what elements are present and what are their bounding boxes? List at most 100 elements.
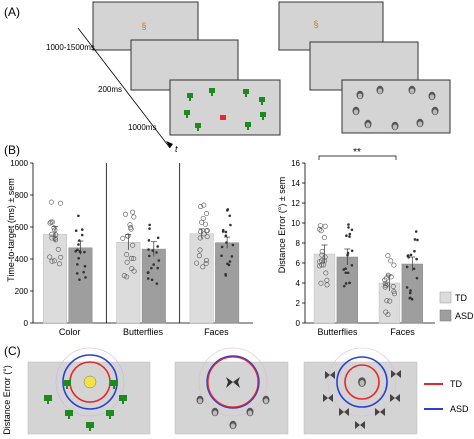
y-tick-label: 14 bbox=[291, 179, 300, 188]
data-point bbox=[324, 277, 330, 283]
data-point bbox=[47, 220, 53, 226]
butterfly-stimulus-icon bbox=[375, 408, 380, 416]
data-point bbox=[317, 223, 323, 229]
data-point bbox=[128, 225, 134, 231]
data-point bbox=[80, 233, 84, 237]
data-point bbox=[391, 291, 397, 297]
face-icon-inner bbox=[377, 88, 383, 94]
data-point bbox=[49, 258, 55, 264]
data-point bbox=[345, 234, 348, 237]
data-point bbox=[384, 275, 390, 281]
legend-asd-label: ASD bbox=[455, 311, 474, 321]
data-point bbox=[204, 234, 210, 240]
data-point bbox=[204, 228, 210, 234]
data-point bbox=[200, 264, 206, 270]
data-point bbox=[155, 282, 159, 285]
y-tick-label: 10 bbox=[291, 219, 300, 228]
y-tick-label: 2 bbox=[296, 299, 301, 308]
face-icon-inner bbox=[365, 122, 371, 128]
butterfly-stimulus-icon bbox=[325, 371, 330, 379]
time-to-target-chart: 0 200 400 600 800 1000 Color Butterflies Faces bbox=[10, 159, 253, 337]
panel-a-label: (A) bbox=[4, 5, 20, 19]
data-point bbox=[350, 249, 354, 253]
data-point bbox=[52, 227, 58, 233]
target-highlight bbox=[83, 375, 97, 389]
green-stimulus-icon-stem bbox=[89, 428, 91, 431]
color-stimulus-icons bbox=[44, 380, 127, 431]
data-point bbox=[321, 235, 327, 241]
data-point bbox=[347, 226, 350, 229]
data-point bbox=[322, 258, 328, 264]
data-point bbox=[197, 235, 203, 241]
faces-ring-td bbox=[344, 364, 380, 400]
data-point bbox=[350, 228, 354, 232]
data-point bbox=[58, 200, 64, 206]
face-icon-inner bbox=[357, 93, 363, 99]
y-tick-label: 6 bbox=[296, 259, 301, 268]
data-point bbox=[220, 245, 224, 249]
data-point bbox=[148, 227, 151, 230]
data-point bbox=[147, 248, 150, 251]
data-point bbox=[413, 238, 417, 241]
data-point bbox=[384, 298, 390, 304]
data-point bbox=[146, 277, 150, 280]
butterfly-stimulus-icon bbox=[344, 408, 349, 416]
category-label: Color bbox=[59, 327, 81, 337]
data-point bbox=[348, 235, 351, 238]
data-point bbox=[146, 271, 150, 274]
panel-c-ylabel: Distance Error (°) bbox=[2, 365, 12, 435]
data-point bbox=[228, 260, 232, 263]
data-point bbox=[147, 254, 151, 258]
data-point bbox=[382, 281, 388, 287]
face-target-icon-inner bbox=[359, 380, 365, 386]
data-point bbox=[203, 260, 209, 266]
data-point bbox=[318, 280, 324, 286]
data-point bbox=[123, 211, 129, 217]
green-stimulus-icon bbox=[63, 380, 71, 386]
faces-ring-outer bbox=[327, 347, 397, 417]
legend-td-swatch bbox=[439, 291, 452, 304]
data-point bbox=[47, 254, 53, 260]
data-point bbox=[201, 231, 207, 237]
data-point bbox=[387, 298, 393, 304]
butterfly-ring-asd bbox=[206, 355, 260, 409]
green-distractor-icon-stem bbox=[261, 102, 263, 105]
data-point bbox=[416, 238, 419, 242]
data-point bbox=[344, 267, 347, 271]
y-tick-label: 200 bbox=[15, 287, 29, 296]
data-point bbox=[82, 270, 85, 274]
data-point bbox=[230, 255, 234, 258]
data-point bbox=[49, 235, 55, 241]
y-tick-label: 16 bbox=[291, 159, 300, 168]
panel-c-legend: TD ASD bbox=[424, 379, 469, 414]
error-ring-outer bbox=[55, 347, 125, 417]
green-distractor-icon-stem bbox=[189, 98, 191, 101]
bar-asd-butterflies bbox=[336, 256, 358, 324]
data-point bbox=[84, 276, 87, 279]
data-point bbox=[131, 214, 137, 220]
data-point bbox=[323, 270, 329, 276]
butterfly-stimulus-icon bbox=[390, 394, 395, 402]
bar-td-faces bbox=[189, 233, 214, 324]
time-axis-label: t bbox=[175, 144, 178, 154]
legend-td-label: TD bbox=[455, 293, 467, 303]
data-point bbox=[51, 258, 57, 264]
butterfly-stimulus-icon bbox=[391, 370, 396, 378]
category-label: Faces bbox=[390, 327, 415, 337]
bar-asd-faces bbox=[401, 263, 423, 324]
data-point bbox=[151, 249, 155, 252]
data-point bbox=[77, 256, 81, 260]
time-arrow-head bbox=[166, 141, 173, 148]
data-point bbox=[74, 249, 77, 253]
data-point bbox=[342, 284, 346, 288]
butterfly-stimulus-icons bbox=[196, 377, 270, 430]
data-point bbox=[347, 223, 350, 226]
y-tick-label: 0 bbox=[296, 319, 301, 328]
data-point bbox=[319, 262, 325, 268]
butterfly-stimulus-icon bbox=[380, 408, 385, 416]
data-point bbox=[388, 274, 394, 280]
green-distractor-icons bbox=[184, 88, 266, 131]
data-point bbox=[147, 239, 151, 242]
timing-label-3: 1000ms bbox=[128, 123, 156, 132]
category-label: Butterflies bbox=[317, 327, 358, 337]
